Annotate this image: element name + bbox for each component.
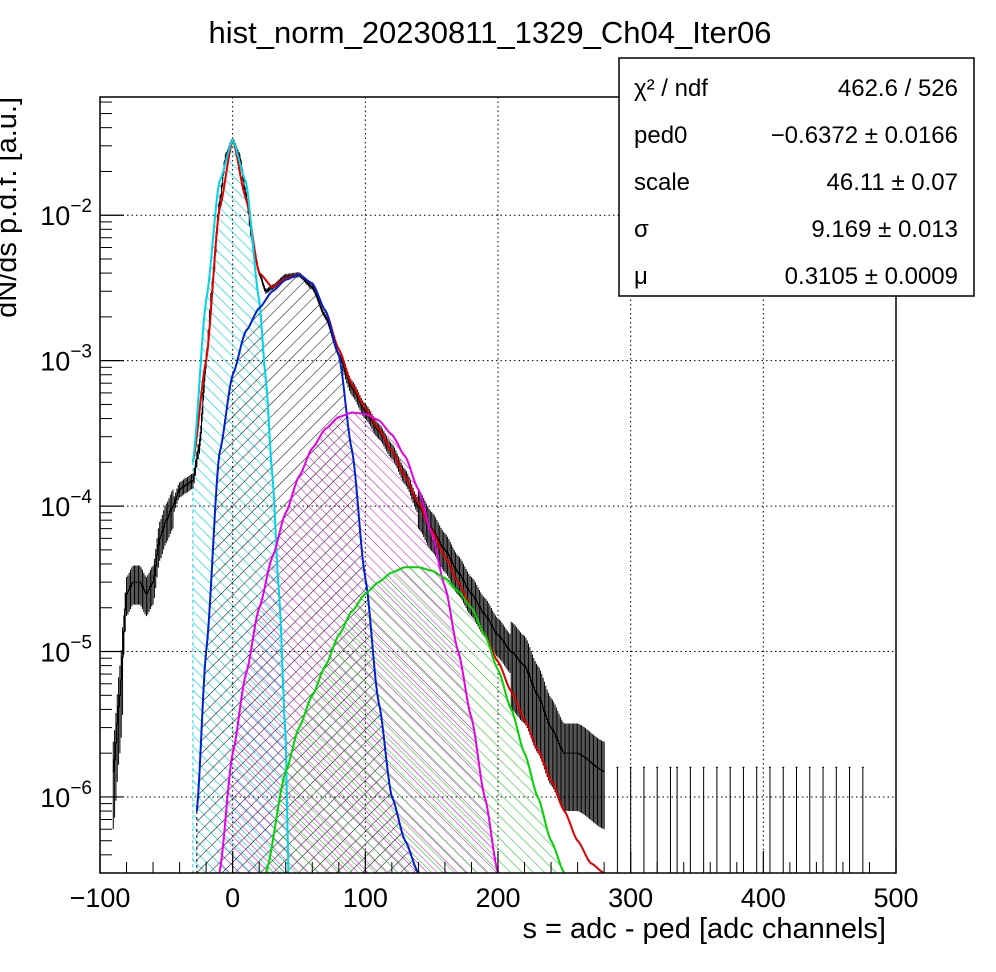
y-tick-label: 10−4 — [40, 487, 92, 522]
x-tick-label: 400 — [741, 883, 786, 913]
data-steps — [112, 139, 605, 772]
x-tick-label: 500 — [873, 883, 918, 913]
pedestal-component-curve — [191, 137, 290, 873]
stats-label: scale — [634, 169, 690, 196]
y-tick-label: 10−6 — [40, 778, 92, 813]
stats-label: ped0 — [634, 122, 687, 149]
3-p-e-component-curve — [264, 566, 566, 873]
x-tick-label: −100 — [70, 883, 131, 913]
stats-value: 46.11 ± 0.07 — [827, 169, 959, 196]
y-tick-label: 10−3 — [40, 342, 92, 377]
stats-value: −0.6372 ± 0.0166 — [771, 122, 958, 149]
axis-ticks — [99, 101, 897, 874]
x-tick-label: 200 — [475, 883, 520, 913]
stats-box: χ² / ndf 462.6 / 526 ped0 −0.6372 ± 0.0166 s… — [618, 57, 975, 297]
fit-curves — [191, 136, 605, 873]
x-tick-label: 300 — [608, 883, 653, 913]
stats-label: μ — [634, 263, 648, 290]
x-tick-labels: −100 0 100 200 300 400 500 — [70, 883, 919, 913]
x-axis-title: s = adc - ped [adc channels] — [522, 913, 886, 945]
stats-label: σ — [634, 216, 649, 243]
3-p-e-component-fill — [265, 567, 565, 873]
y-tick-labels: 10−6 10−5 10−4 10−3 10−2 — [40, 196, 92, 813]
y-tick-label: 10−5 — [40, 633, 92, 668]
y-axis-title: dN/ds p.d.f. [a.u.] — [0, 97, 23, 318]
stats-value: 0.3105 ± 0.0009 — [785, 263, 958, 290]
component-fills — [192, 139, 565, 873]
2-p-e-component-curve — [218, 411, 499, 873]
chart-title: hist_norm_20230811_1329_Ch04_Iter06 — [208, 15, 771, 50]
stats-label: χ² / ndf — [634, 75, 708, 102]
stats-value: 462.6 / 526 — [838, 75, 958, 102]
x-tick-label: 100 — [343, 883, 388, 913]
y-tick-label: 10−2 — [40, 196, 92, 231]
stats-value: 9.169 ± 0.013 — [811, 216, 958, 243]
x-tick-label: 0 — [225, 883, 240, 913]
total-fit-curve — [191, 136, 605, 873]
1-p-e-component-curve — [195, 273, 420, 873]
